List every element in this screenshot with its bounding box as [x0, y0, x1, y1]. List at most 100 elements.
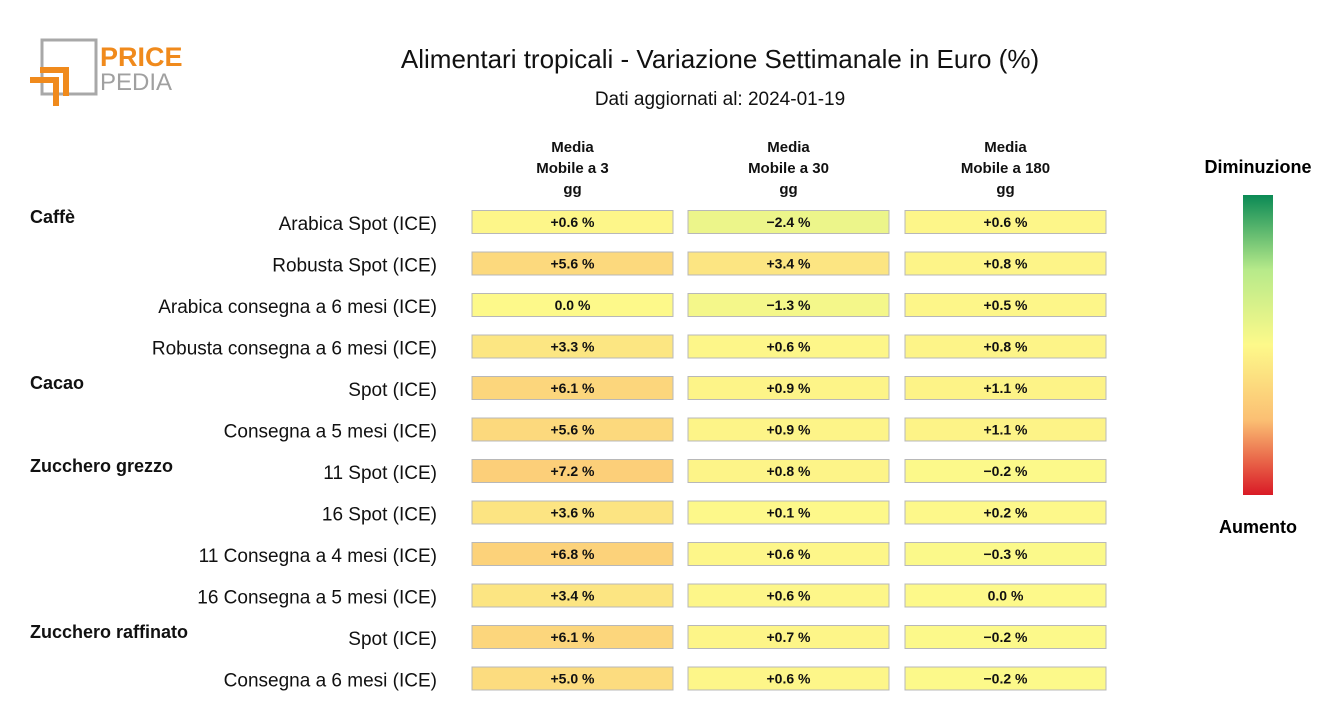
row-label: Consegna a 5 mesi (ICE): [224, 422, 437, 443]
cell-value-label: −0.2 %: [984, 629, 1029, 645]
cell-value-label: −0.3 %: [984, 546, 1029, 562]
cell-value-label: +0.6 %: [767, 588, 812, 604]
heatmap-cell: [471, 376, 674, 400]
row-label: 11 Spot (ICE): [323, 463, 437, 484]
heatmap-cell: [687, 583, 890, 608]
legend-top-label: Diminuzione: [1205, 157, 1312, 177]
heatmap-cell: [471, 334, 674, 359]
heatmap-cells: +0.6 % −2.4 % +0.6 % +5.6 % +3.4 % +0.8 % 0.0 …: [471, 210, 1107, 691]
cell-value-label: +3.4 %: [767, 256, 812, 272]
color-legend: Diminuzione Aumento: [1205, 157, 1312, 537]
cell-value-label: +6.1 %: [551, 380, 596, 396]
column-header-line: gg: [563, 181, 581, 198]
heatmap-cell: [471, 666, 674, 691]
cell-value-label: 0.0 %: [988, 588, 1024, 604]
pricepedia-logo: PRICE PEDIA: [30, 38, 183, 106]
heatmap-cell: [471, 293, 674, 317]
row-label: Spot (ICE): [348, 629, 437, 650]
cell-value-label: +0.8 %: [984, 256, 1029, 272]
column-header-line: Media: [984, 139, 1027, 156]
heatmap-cell: [687, 666, 890, 691]
cell-value-label: +0.6 %: [984, 214, 1029, 230]
column-header-line: Media: [767, 139, 810, 156]
column-header-line: Mobile a 30: [748, 160, 829, 177]
heatmap-cell: [687, 334, 890, 359]
cell-value-label: +0.8 %: [767, 463, 812, 479]
heatmap-cell: [687, 500, 890, 525]
cell-value-label: +0.6 %: [551, 214, 596, 230]
heatmap-cell: [904, 583, 1107, 608]
row-label: Arabica consegna a 6 mesi (ICE): [158, 297, 437, 318]
heatmap-cell: [687, 293, 890, 317]
cell-value-label: +1.1 %: [984, 380, 1029, 396]
heatmap-cell: [471, 625, 674, 649]
cell-value-label: +5.6 %: [551, 256, 596, 272]
logo-mark: [30, 67, 69, 106]
column-header-line: Mobile a 180: [961, 160, 1050, 177]
cell-value-label: −0.2 %: [984, 671, 1029, 687]
cell-value-label: +5.6 %: [551, 422, 596, 438]
cell-value-label: −2.4 %: [767, 214, 812, 230]
cell-value-label: +3.4 %: [551, 588, 596, 604]
column-header-line: Media: [551, 139, 594, 156]
cell-value-label: −0.2 %: [984, 463, 1029, 479]
row-label: Spot (ICE): [348, 380, 437, 401]
cell-value-label: +7.2 %: [551, 463, 596, 479]
column-header-line: gg: [996, 181, 1014, 198]
cell-value-label: +0.6 %: [767, 671, 812, 687]
cell-value-label: +0.8 %: [984, 339, 1029, 355]
cell-value-label: +0.6 %: [767, 546, 812, 562]
heatmap-cell: [687, 417, 890, 442]
heatmap-cell: [471, 251, 674, 276]
cell-value-label: +0.2 %: [984, 505, 1029, 521]
cell-value-label: +0.5 %: [984, 297, 1029, 313]
cell-value-label: +3.6 %: [551, 505, 596, 521]
heatmap-cell: [904, 666, 1107, 691]
cell-value-label: +0.7 %: [767, 629, 812, 645]
heatmap-cell: [904, 459, 1107, 483]
heatmap-cell: [904, 293, 1107, 317]
heatmap-cell: [687, 459, 890, 483]
group-label: Zucchero grezzo: [30, 456, 173, 476]
heatmap-cell: [471, 417, 674, 442]
cell-value-label: +0.6 %: [767, 339, 812, 355]
heatmap-cell: [687, 542, 890, 566]
group-label: Zucchero raffinato: [30, 622, 188, 642]
cell-value-label: +0.9 %: [767, 422, 812, 438]
heatmap-cell: [904, 417, 1107, 442]
cell-value-label: +0.1 %: [767, 505, 812, 521]
row-label: 16 Consegna a 5 mesi (ICE): [197, 588, 437, 609]
heatmap-cell: [471, 500, 674, 525]
group-label: Cacao: [30, 373, 84, 393]
cell-value-label: +6.1 %: [551, 629, 596, 645]
logo-line2: PEDIA: [100, 69, 172, 96]
cell-value-label: +1.1 %: [984, 422, 1029, 438]
cell-value-label: 0.0 %: [555, 297, 591, 313]
row-labels: Arabica Spot (ICE) Robusta Spot (ICE) Arab…: [152, 214, 437, 692]
heatmap-cell: [904, 334, 1107, 359]
column-header-line: gg: [779, 181, 797, 198]
row-label: Consegna a 6 mesi (ICE): [224, 671, 437, 692]
heatmap-cell: [687, 376, 890, 400]
chart-title: Alimentari tropicali - Variazione Settim…: [401, 44, 1039, 74]
legend-gradient-bar: [1243, 195, 1273, 495]
cell-value-label: +5.0 %: [551, 671, 596, 687]
row-label: 11 Consegna a 4 mesi (ICE): [199, 546, 437, 567]
heatmap-cell: [471, 542, 674, 566]
row-label: 16 Spot (ICE): [322, 505, 437, 526]
heatmap-cell: [471, 210, 674, 234]
heatmap-cell: [904, 251, 1107, 276]
cell-value-label: +6.8 %: [551, 546, 596, 562]
heatmap-cell: [687, 625, 890, 649]
logo-line1: PRICE: [100, 42, 183, 72]
heatmap-cell: [687, 251, 890, 276]
heatmap-cell: [471, 583, 674, 608]
cell-value-label: +3.3 %: [551, 339, 596, 355]
heatmap-cell: [471, 459, 674, 483]
group-labels: Caffè Cacao Zucchero grezzo Zucchero raffin…: [30, 207, 188, 642]
chart-subtitle: Dati aggiornati al: 2024-01-19: [595, 89, 845, 110]
legend-bottom-label: Aumento: [1219, 517, 1297, 537]
heatmap-cell: [687, 210, 890, 234]
column-headers: Media Mobile a 3 gg Media Mobile a 30 gg Media…: [536, 139, 1050, 198]
cell-value-label: +0.9 %: [767, 380, 812, 396]
